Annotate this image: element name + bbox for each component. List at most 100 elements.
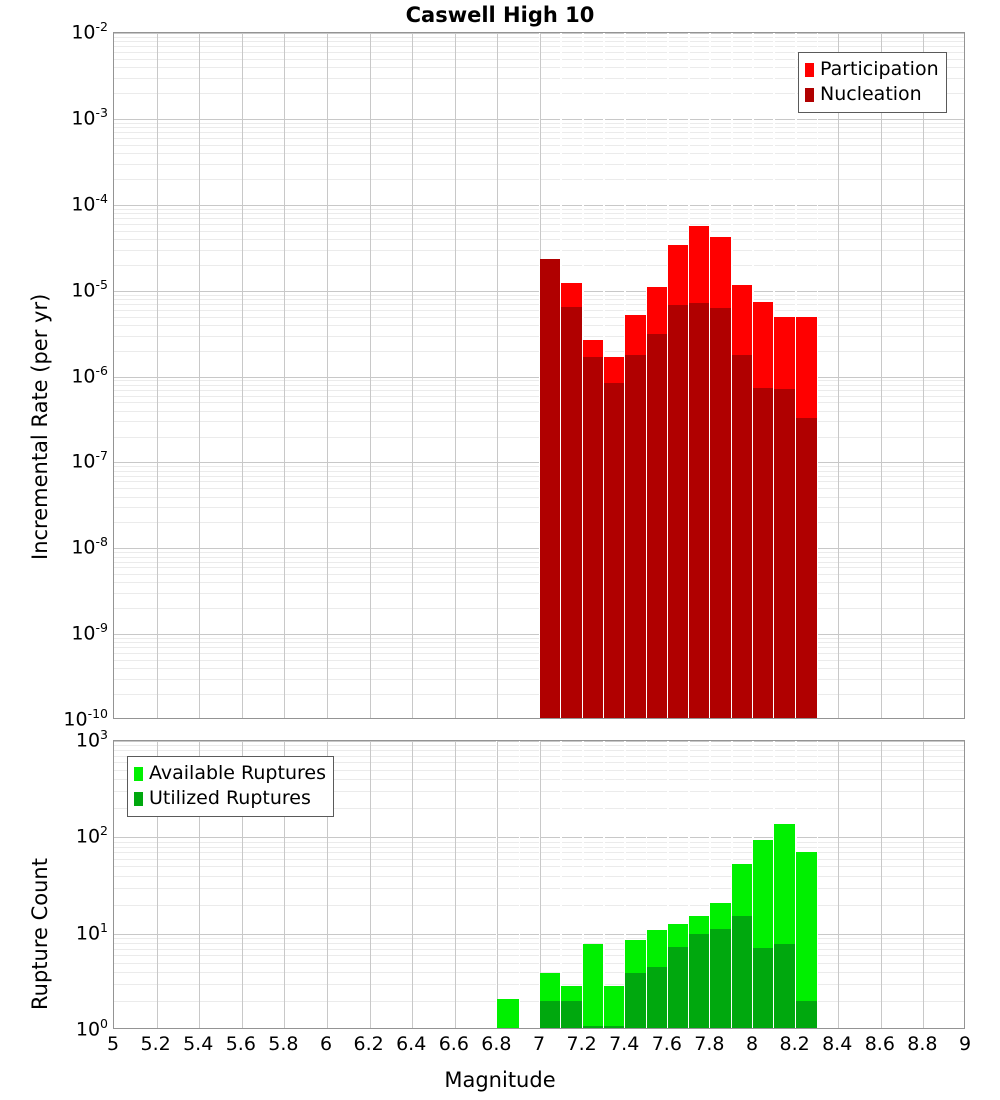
gridline-minor-horizontal bbox=[114, 294, 964, 296]
gridline-major-horizontal bbox=[114, 33, 964, 34]
gridline-major-vertical bbox=[156, 33, 158, 718]
bar-segment-inner bbox=[561, 306, 583, 718]
gridline-major-horizontal bbox=[114, 548, 964, 550]
bar-segment-outer bbox=[603, 986, 626, 1028]
gridline-minor-horizontal bbox=[114, 955, 964, 956]
gridline-minor-horizontal bbox=[114, 58, 964, 60]
gridline-minor-horizontal bbox=[114, 46, 964, 48]
bar-group bbox=[688, 33, 712, 718]
gridline-minor-horizontal bbox=[114, 389, 964, 391]
gridline-minor-horizontal bbox=[114, 52, 964, 54]
gridline-minor-horizontal bbox=[114, 962, 964, 964]
gridline-major-vertical bbox=[454, 33, 456, 718]
gridline-major-vertical bbox=[327, 33, 328, 718]
bar-segment-inner bbox=[731, 354, 753, 718]
gridline-minor-horizontal bbox=[114, 470, 964, 472]
gridline-major-vertical bbox=[838, 33, 840, 718]
gridline-minor-horizontal bbox=[114, 264, 964, 266]
gridline-major-vertical bbox=[199, 741, 201, 1028]
gridline-major-vertical bbox=[880, 33, 882, 718]
gridline-minor-horizontal bbox=[114, 380, 964, 382]
bar-group bbox=[581, 741, 605, 1028]
bar-segment-inner bbox=[625, 354, 647, 718]
bar-group bbox=[730, 741, 754, 1028]
gridline-minor-horizontal bbox=[114, 770, 964, 771]
x-tick-label: 8.8 bbox=[907, 1033, 938, 1055]
gridline-minor-horizontal bbox=[114, 230, 964, 232]
gridline-minor-horizontal bbox=[114, 858, 964, 860]
gridline-minor-horizontal bbox=[114, 938, 964, 940]
legend-item-available-ruptures: Available Ruptures bbox=[134, 761, 326, 786]
gridline-major-vertical bbox=[582, 741, 584, 1028]
gridline-minor-horizontal bbox=[114, 421, 964, 423]
bar-group bbox=[773, 33, 797, 718]
page-title: Caswell High 10 bbox=[405, 3, 595, 27]
legend-label-available-ruptures: Available Ruptures bbox=[149, 762, 326, 784]
x-tick-label: 6.4 bbox=[396, 1033, 427, 1055]
bar-group bbox=[496, 741, 520, 1028]
gridline-minor-horizontal bbox=[114, 567, 964, 569]
y-tick-label: 10-5 bbox=[71, 276, 108, 301]
legend-item-utilized-ruptures: Utilized Ruptures bbox=[134, 786, 326, 811]
gridline-major-vertical bbox=[284, 741, 286, 1028]
y-tick-label: 101 bbox=[75, 919, 108, 945]
legend-swatch-nucleation bbox=[805, 87, 814, 102]
gridline-minor-horizontal bbox=[114, 303, 964, 305]
gridline-minor-horizontal bbox=[114, 846, 964, 848]
gridline-major-vertical bbox=[284, 33, 286, 718]
gridline-minor-horizontal bbox=[114, 163, 964, 165]
gridline-minor-horizontal bbox=[114, 887, 964, 889]
x-tick-label: 5.6 bbox=[225, 1033, 256, 1055]
gridline-minor-horizontal bbox=[114, 324, 964, 326]
x-tick-label: 7.6 bbox=[651, 1033, 682, 1055]
gridline-minor-horizontal bbox=[114, 132, 964, 134]
x-tick-label: 6.6 bbox=[438, 1033, 469, 1055]
rupture-count-plot bbox=[113, 740, 965, 1029]
bar-group bbox=[581, 33, 605, 718]
x-tick-label: 6.2 bbox=[353, 1033, 384, 1055]
gridline-minor-horizontal bbox=[114, 475, 964, 477]
gridline-minor-horizontal bbox=[114, 335, 964, 337]
bar-group bbox=[624, 33, 648, 718]
bar-segment-inner bbox=[667, 946, 690, 1028]
bar-group bbox=[730, 33, 754, 718]
x-tick-label: 6 bbox=[319, 1033, 333, 1055]
y-tick-label: 10-9 bbox=[71, 620, 108, 645]
x-tick-label: 6.8 bbox=[481, 1033, 512, 1055]
gridline-minor-horizontal bbox=[114, 36, 964, 38]
gridline-minor-horizontal bbox=[114, 668, 964, 670]
x-tick-label: 8.6 bbox=[864, 1033, 895, 1055]
gridline-minor-horizontal bbox=[114, 77, 964, 79]
y-tick-label: 102 bbox=[75, 823, 108, 848]
x-tick-label: 7 bbox=[532, 1033, 546, 1055]
gridline-major-horizontal bbox=[114, 741, 964, 742]
legend-item-nucleation: Nucleation bbox=[805, 82, 939, 107]
gridline-minor-horizontal bbox=[114, 522, 964, 524]
gridline-major-horizontal bbox=[114, 634, 964, 636]
gridline-major-vertical bbox=[369, 33, 371, 718]
y-tick-label: 10-4 bbox=[71, 190, 108, 216]
bar-group bbox=[666, 33, 691, 718]
gridline-minor-horizontal bbox=[114, 436, 964, 438]
gridline-minor-horizontal bbox=[114, 608, 964, 610]
bar-segment-inner bbox=[561, 1001, 583, 1028]
gridline-major-vertical bbox=[241, 33, 243, 718]
legend-item-participation: Participation bbox=[805, 57, 939, 82]
gridline-major-horizontal bbox=[114, 376, 964, 378]
legend-swatch-participation bbox=[805, 62, 814, 77]
bar-segment-outer bbox=[795, 851, 817, 1028]
gridline-minor-horizontal bbox=[114, 507, 964, 509]
gridline-minor-horizontal bbox=[114, 488, 964, 490]
gridline-major-vertical bbox=[710, 741, 712, 1028]
bar-segment-outer bbox=[582, 944, 604, 1028]
gridline-minor-horizontal bbox=[114, 642, 964, 644]
bar-group bbox=[560, 741, 584, 1028]
gridline-minor-horizontal bbox=[114, 593, 964, 595]
bar-segment-inner bbox=[540, 259, 562, 718]
y-tick-label: 10-8 bbox=[71, 534, 108, 559]
incremental-rate-plot bbox=[113, 32, 965, 719]
gridline-minor-horizontal bbox=[114, 481, 964, 483]
gridline-major-vertical bbox=[838, 741, 840, 1028]
bar-segment-inner bbox=[603, 382, 626, 718]
